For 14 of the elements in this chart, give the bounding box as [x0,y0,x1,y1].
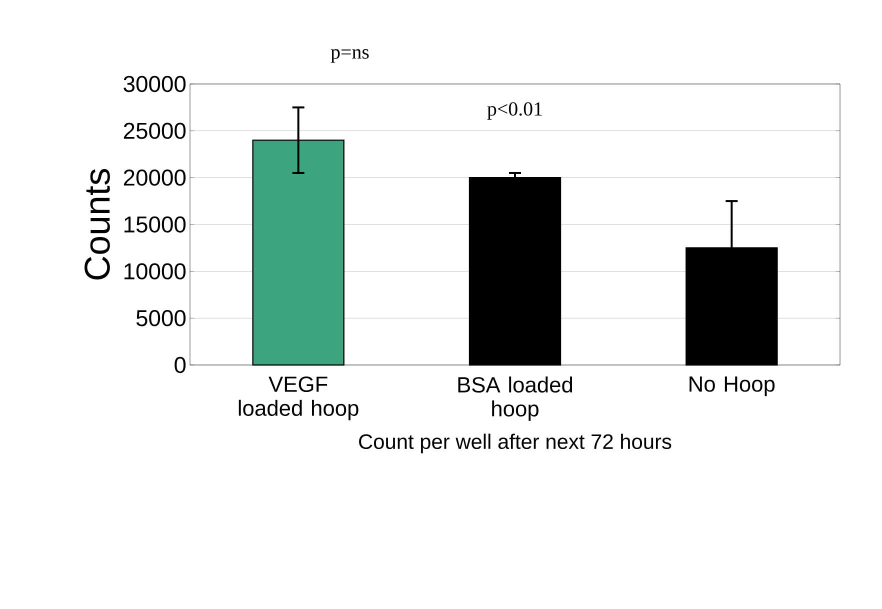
annotation: p<0.01 [487,102,542,120]
y-tick-label: 5000 [136,310,186,326]
y-tick-label: 10000 [124,263,186,280]
y-tick-label: 25000 [124,122,186,139]
y-tick-label: 20000 [124,170,186,186]
x-tick-label: BSA loaded hoop [458,376,572,421]
y-tick-label: 15000 [124,216,186,233]
y-tick-label: 30000 [124,76,186,92]
x-axis-title: Count per well after next 72 hours [359,434,672,454]
text: p=ns [330,49,369,63]
x-tick-label: VEGF loaded hoop [238,376,358,420]
y-axis-title: Counts [84,168,110,280]
y-tick-label: 0 [174,356,186,374]
x-tick-label: No Hoop [690,376,775,396]
